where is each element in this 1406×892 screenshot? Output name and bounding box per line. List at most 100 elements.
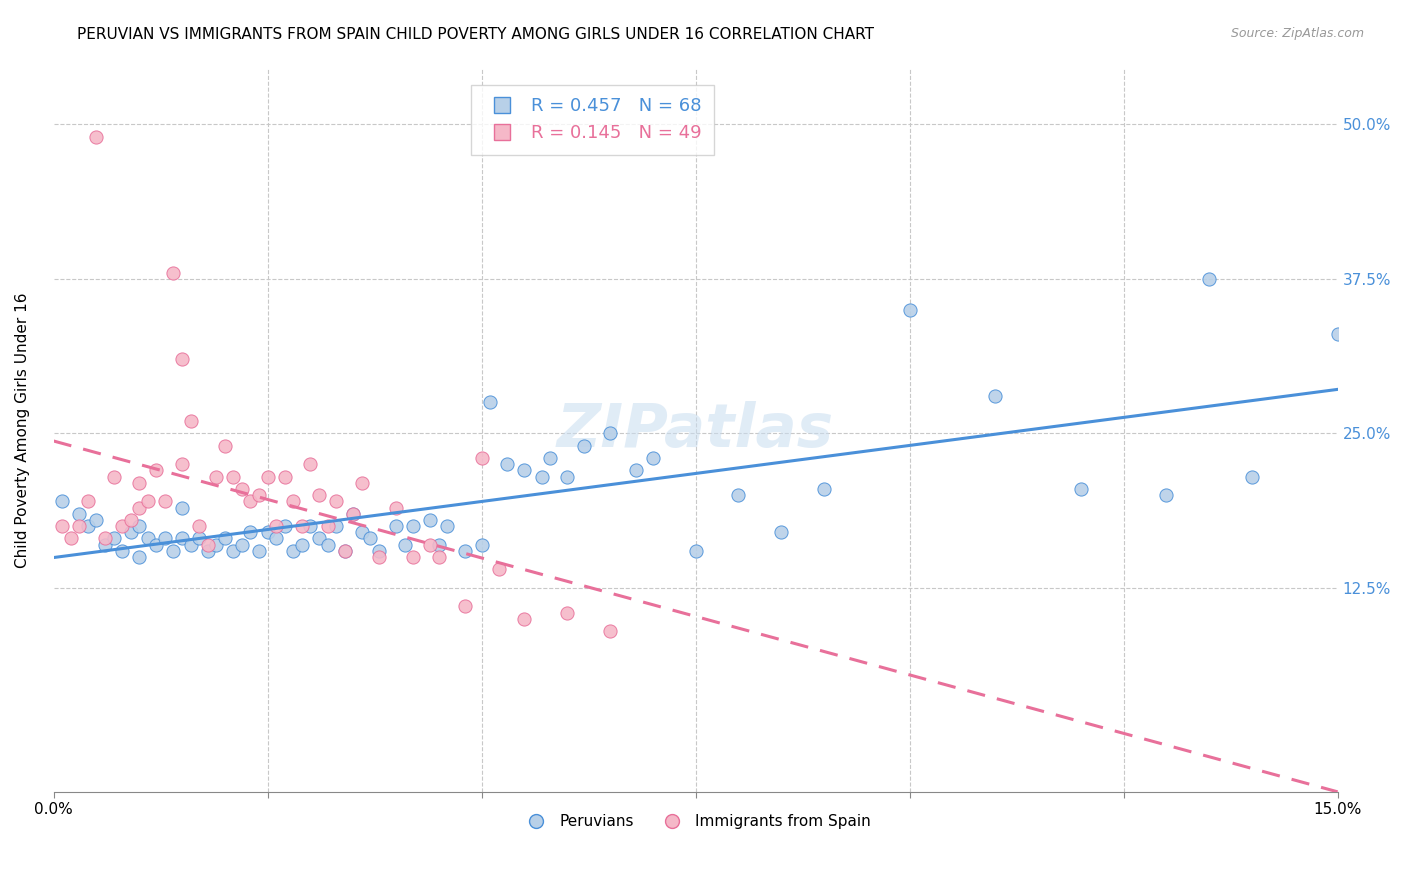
Text: Source: ZipAtlas.com: Source: ZipAtlas.com: [1230, 27, 1364, 40]
Point: [76, 494, 98, 508]
Point: [197, 538, 219, 552]
Point: [367, 544, 389, 558]
Point: [984, 389, 1007, 403]
Point: [153, 494, 176, 508]
Point: [291, 538, 314, 552]
Point: [471, 451, 494, 466]
Point: [86, 513, 108, 527]
Point: [94, 532, 117, 546]
Point: [170, 532, 193, 546]
Point: [333, 544, 356, 558]
Point: [239, 494, 262, 508]
Point: [394, 538, 416, 552]
Point: [385, 519, 408, 533]
Point: [325, 519, 347, 533]
Point: [513, 612, 536, 626]
Point: [419, 538, 441, 552]
Point: [136, 494, 159, 508]
Point: [274, 519, 297, 533]
Point: [641, 451, 664, 466]
Point: [496, 457, 519, 471]
Point: [111, 544, 134, 558]
Point: [1198, 272, 1220, 286]
Point: [103, 532, 125, 546]
Point: [283, 544, 305, 558]
Point: [333, 544, 356, 558]
Point: [367, 549, 389, 564]
Point: [214, 439, 236, 453]
Point: [308, 488, 330, 502]
Point: [299, 457, 322, 471]
Point: [599, 426, 621, 441]
Point: [325, 494, 347, 508]
Point: [264, 532, 287, 546]
Point: [170, 500, 193, 515]
Point: [188, 532, 211, 546]
Point: [214, 532, 236, 546]
Point: [180, 414, 202, 428]
Point: [436, 519, 458, 533]
Point: [1326, 327, 1348, 342]
Point: [128, 549, 150, 564]
Point: [86, 129, 108, 144]
Point: [350, 475, 373, 490]
Point: [1156, 488, 1178, 502]
Point: [128, 475, 150, 490]
Point: [197, 544, 219, 558]
Point: [128, 500, 150, 515]
Point: [350, 525, 373, 540]
Point: [538, 451, 561, 466]
Point: [479, 395, 502, 409]
Point: [145, 463, 167, 477]
Point: [316, 538, 339, 552]
Point: [231, 482, 253, 496]
Point: [145, 538, 167, 552]
Point: [488, 562, 510, 576]
Point: [51, 519, 73, 533]
Legend: Peruvians, Immigrants from Spain: Peruvians, Immigrants from Spain: [515, 808, 876, 835]
Point: [770, 525, 793, 540]
Point: [247, 544, 270, 558]
Point: [727, 488, 749, 502]
Point: [599, 624, 621, 639]
Point: [51, 494, 73, 508]
Point: [513, 463, 536, 477]
Text: PERUVIAN VS IMMIGRANTS FROM SPAIN CHILD POVERTY AMONG GIRLS UNDER 16 CORRELATION: PERUVIAN VS IMMIGRANTS FROM SPAIN CHILD …: [77, 27, 875, 42]
Point: [402, 549, 425, 564]
Point: [256, 469, 278, 483]
Point: [59, 532, 82, 546]
Point: [427, 549, 450, 564]
Point: [1240, 469, 1263, 483]
Point: [222, 544, 245, 558]
Point: [574, 439, 596, 453]
Point: [427, 538, 450, 552]
Point: [188, 519, 211, 533]
Point: [170, 352, 193, 367]
Point: [471, 538, 494, 552]
Point: [153, 532, 176, 546]
Point: [120, 513, 142, 527]
Point: [103, 469, 125, 483]
Point: [67, 519, 90, 533]
Point: [67, 507, 90, 521]
Point: [231, 538, 253, 552]
Point: [453, 544, 475, 558]
Point: [162, 266, 184, 280]
Point: [180, 538, 202, 552]
Point: [291, 519, 314, 533]
Point: [136, 532, 159, 546]
Point: [1070, 482, 1092, 496]
Point: [342, 507, 364, 521]
Point: [222, 469, 245, 483]
Point: [247, 488, 270, 502]
Point: [283, 494, 305, 508]
Point: [402, 519, 425, 533]
Point: [205, 538, 228, 552]
Point: [76, 519, 98, 533]
Point: [128, 519, 150, 533]
Point: [308, 532, 330, 546]
Text: ZIPatlas: ZIPatlas: [557, 401, 834, 459]
Point: [239, 525, 262, 540]
Point: [316, 519, 339, 533]
Point: [264, 519, 287, 533]
